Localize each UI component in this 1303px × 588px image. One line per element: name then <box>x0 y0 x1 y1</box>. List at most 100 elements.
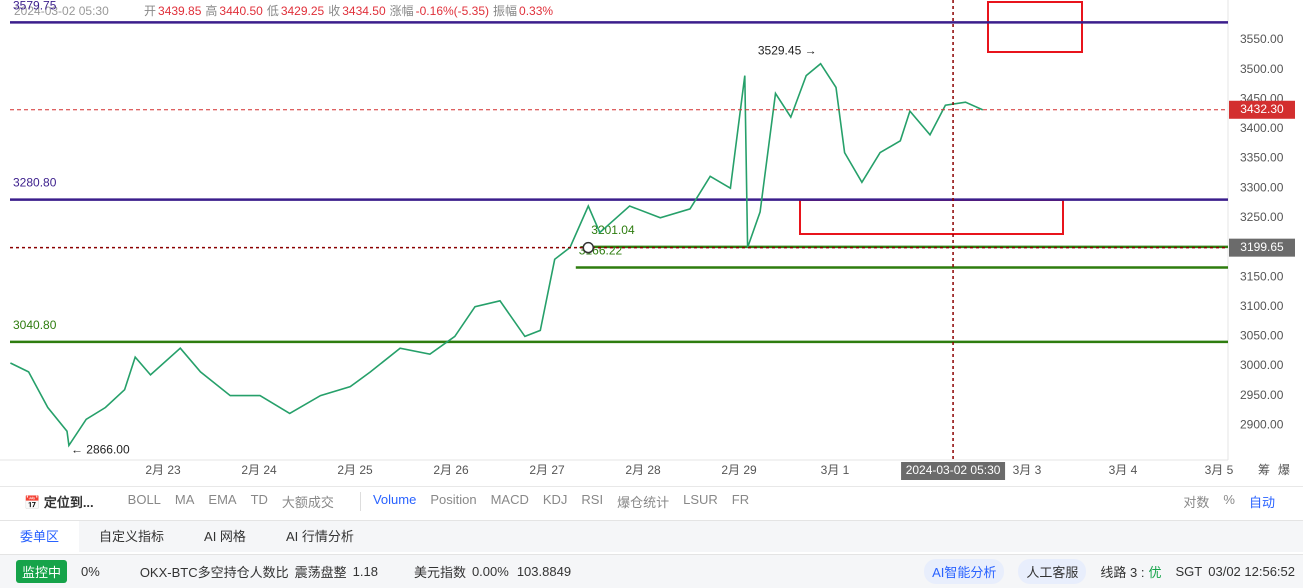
ohlc-value: -0.16%(-5.35) <box>416 4 489 18</box>
ohlc-label: 涨幅 <box>390 3 414 18</box>
current-price-tag <box>1229 100 1295 119</box>
y-tick-label: 3300.00 <box>1240 180 1284 194</box>
indicator-button[interactable]: MA <box>174 492 195 507</box>
ohlc-label: 高 <box>205 3 217 18</box>
tab[interactable]: AI 行情分析 <box>285 528 354 544</box>
x-tick-label: 2月 26 <box>433 463 469 477</box>
tab-bar: 委单区 自定义指标 AI 网格 AI 行情分析 <box>0 520 1303 553</box>
service-button[interactable]: 人工客服 <box>1018 559 1087 584</box>
sub-indicator-button[interactable]: 爆仓统计 <box>617 495 670 510</box>
side-label: 爆 <box>1278 463 1290 477</box>
x-tick-label: 2月 23 <box>145 463 181 477</box>
indicator-button[interactable]: EMA <box>208 492 237 507</box>
level-label: 3201.04 <box>591 223 635 237</box>
x-tick-label: 3月 5 <box>1205 463 1234 477</box>
y-tick-label: 3400.00 <box>1240 121 1284 135</box>
ohlc-value: 3439.85 <box>158 4 202 18</box>
percent: 0% <box>81 564 100 579</box>
y-tick-label: 2900.00 <box>1240 417 1284 431</box>
monitor-badge[interactable]: 监控中 <box>16 560 68 583</box>
ohlc-date: 2024-03-02 05:30 <box>14 4 109 18</box>
timezone: SGT <box>1175 564 1203 579</box>
x-tick-label: 3月 4 <box>1109 463 1138 477</box>
y-tick-label: 3000.00 <box>1240 358 1284 372</box>
level-label: 3280.80 <box>13 176 57 190</box>
toolbar: 📅 定位到... BOLL MA EMA TD 大额成交 Volume Position M… <box>0 486 1303 516</box>
y-tick-label: 3550.00 <box>1240 32 1284 46</box>
scale-option[interactable]: % <box>1223 492 1235 507</box>
y-tick-label: 3150.00 <box>1240 269 1284 283</box>
ai-button[interactable]: AI智能分析 <box>924 559 1005 584</box>
price-line <box>10 62 984 448</box>
chart: 2024-03-02 05:30 开 3439.85 高 3440.50 低 3429.2… <box>0 0 1295 480</box>
ohlc-label: 收 <box>328 4 340 18</box>
sub-indicator-button[interactable]: KDJ <box>542 492 568 507</box>
tab[interactable]: AI 网格 <box>204 528 246 544</box>
ohlc-values: 开 3439.85 高 3440.50 低 3429.25 收 3434.50 涨幅 -0.16%… <box>144 3 553 18</box>
status-bar: 监控中 0% OKX-BTC多空持仓人数比 震荡盘整 1.18 美元指数 0.0… <box>0 554 1303 588</box>
crosshair-date-tag <box>901 462 1006 480</box>
indicator-button[interactable]: TD <box>250 492 268 507</box>
ohlc-value: 3429.25 <box>281 4 325 18</box>
x-tick-label: 3月 3 <box>1013 463 1042 477</box>
ohlc-label: 低 <box>267 4 279 18</box>
x-tick-label: 2月 29 <box>721 463 757 477</box>
locate-label: 定位到... <box>43 495 94 510</box>
tab[interactable]: 自定义指标 <box>99 528 165 544</box>
sub-indicator-button[interactable]: LSUR <box>683 492 718 507</box>
x-tick-label: 2月 24 <box>241 463 277 477</box>
ohlc-label: 开 <box>144 4 156 18</box>
y-tick-label: 3500.00 <box>1240 62 1284 76</box>
x-tick-label: 3月 1 <box>821 463 850 477</box>
ohlc-value: 3440.50 <box>219 4 263 18</box>
y-tick-label: 3050.00 <box>1240 329 1284 343</box>
y-tick-label: 3250.00 <box>1240 210 1284 224</box>
sub-indicator-button[interactable]: Position <box>430 492 477 507</box>
highlight-box <box>799 199 1064 235</box>
sub-indicator-button[interactable]: Volume <box>372 492 417 507</box>
level-label: 3579.75 <box>13 0 57 13</box>
x-tick-label: 2月 25 <box>337 463 373 477</box>
sub-indicator-group: Volume Position MACD KDJ RSI 爆仓统计 LSUR FR <box>359 492 763 511</box>
usd-change: 0.00% <box>471 564 509 579</box>
sub-indicator-button[interactable]: MACD <box>490 492 529 507</box>
line-label: 线路 3 : <box>1100 565 1145 580</box>
y-tick-label: 3350.00 <box>1240 151 1284 165</box>
side-label: 筹 <box>1258 463 1270 477</box>
usd-name: 美元指数 <box>413 565 466 580</box>
tab[interactable]: 委单区 <box>0 520 80 553</box>
ratio-value: 1.18 <box>352 564 378 579</box>
current-price-label: 3432.30 <box>1240 102 1284 116</box>
x-tick-label: 2月 27 <box>529 463 565 477</box>
sub-indicator-button[interactable]: RSI <box>581 492 604 507</box>
ohlc-value: 3434.50 <box>342 4 386 18</box>
price-annotation: 3529.45 → <box>758 43 817 57</box>
locate-button[interactable]: 📅 定位到... <box>24 495 94 510</box>
ohlc-header: 2024-03-02 05:30 开 3439.85 高 3440.50 低 3429.2… <box>14 3 553 18</box>
scale-option[interactable]: 对数 <box>1183 495 1210 510</box>
y-tick-label: 2950.00 <box>1240 388 1284 402</box>
y-tick-label: 3100.00 <box>1240 299 1284 313</box>
indicator-button[interactable]: BOLL <box>127 492 161 507</box>
crosshair-price-tag <box>1229 238 1295 257</box>
price-annotation: ← 2866.00 <box>71 443 130 457</box>
ohlc-value: 0.33% <box>519 4 553 18</box>
scale-option[interactable]: 自动 <box>1248 495 1275 510</box>
crosshair-price-label: 3199.65 <box>1240 240 1284 254</box>
level-label: 3040.80 <box>13 318 57 332</box>
ratio-name: OKX-BTC多空持仓人数比 <box>139 565 289 580</box>
ratio-state: 震荡盘整 <box>294 565 347 580</box>
indicator-button[interactable]: 大额成交 <box>281 495 334 510</box>
scale-options: 对数% 自动 <box>1183 492 1289 511</box>
x-tick-label: 2月 28 <box>625 463 661 477</box>
clock: 03/02 12:56:52 <box>1208 564 1295 579</box>
ohlc-label: 振幅 <box>493 3 517 18</box>
line-quality: 优 <box>1148 565 1162 580</box>
sub-indicator-button[interactable]: FR <box>731 492 750 507</box>
crosshair-origin <box>582 241 595 254</box>
usd-value: 103.8849 <box>516 564 572 579</box>
indicator-group: BOLL MA EMA TD 大额成交 <box>128 492 348 511</box>
highlight-box <box>987 1 1083 53</box>
crosshair-date-label: 2024-03-02 05:30 <box>906 463 1001 477</box>
